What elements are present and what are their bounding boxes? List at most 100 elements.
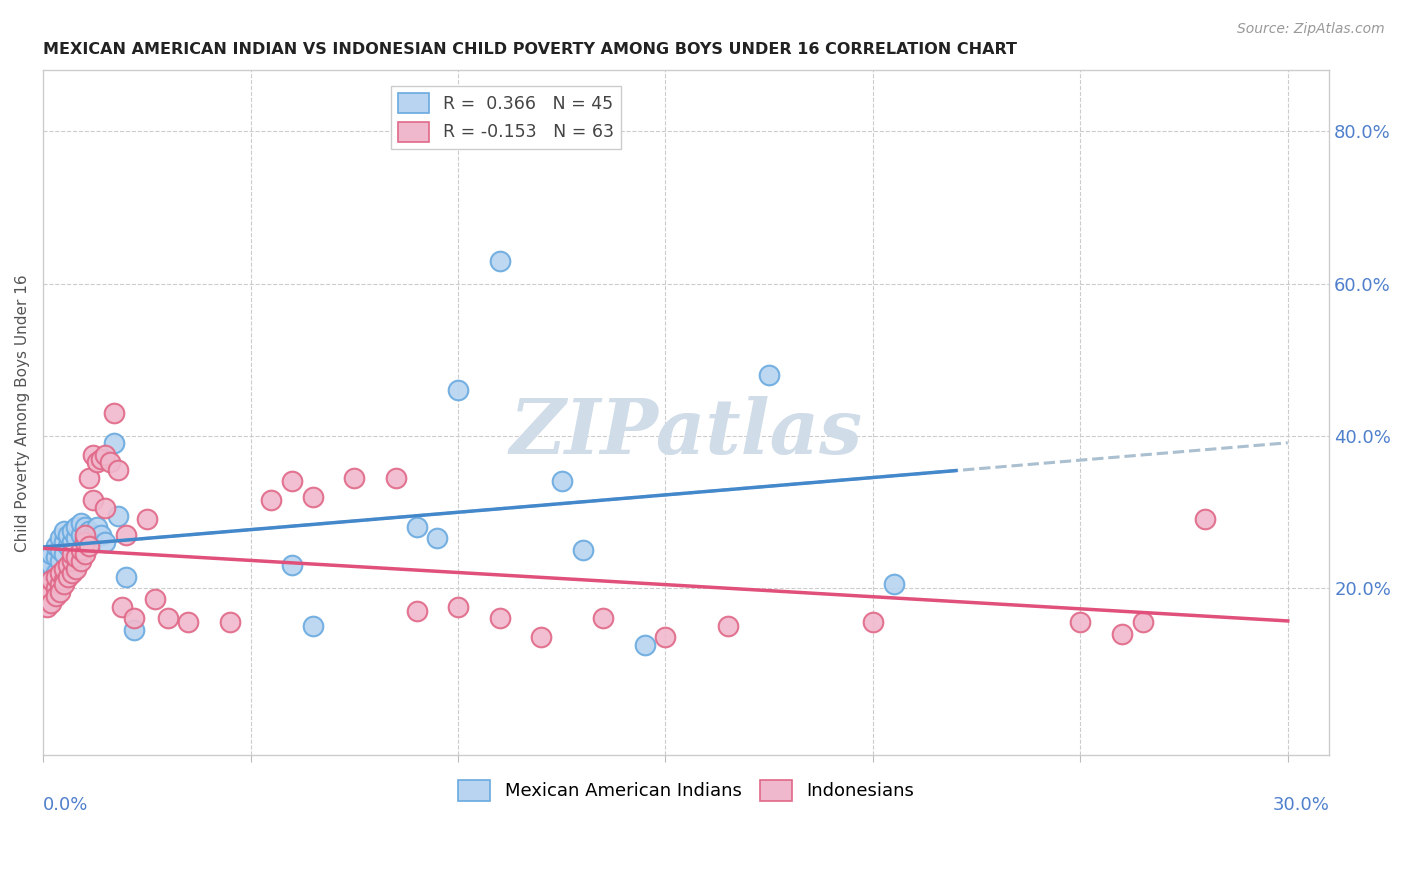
Point [56, 569, 79, 583]
Point [45, 550, 67, 565]
Point [45, 581, 67, 595]
Point [115, 569, 138, 583]
Point [143, 592, 166, 607]
Point [1069, 615, 1091, 630]
Point [73, 532, 96, 546]
Point [65, 550, 87, 565]
Point [302, 619, 325, 633]
Point [52, 535, 75, 549]
Point [37, 581, 59, 595]
Point [1132, 615, 1154, 630]
Point [41, 558, 63, 573]
Point [124, 623, 146, 637]
Point [124, 611, 146, 625]
Point [115, 527, 138, 541]
Legend: Mexican American Indians, Indonesians: Mexican American Indians, Indonesians [451, 772, 922, 808]
Point [52, 574, 75, 588]
Text: MEXICAN AMERICAN INDIAN VS INDONESIAN CHILD POVERTY AMONG BOYS UNDER 16 CORRELAT: MEXICAN AMERICAN INDIAN VS INDONESIAN CH… [44, 42, 1017, 57]
Point [41, 574, 63, 588]
Point [571, 542, 593, 557]
Point [488, 253, 510, 268]
Y-axis label: Child Poverty Among Boys Under 16: Child Poverty Among Boys Under 16 [15, 274, 30, 551]
Point [41, 569, 63, 583]
Point [52, 562, 75, 576]
Text: 30.0%: 30.0% [1272, 797, 1329, 814]
Point [343, 470, 366, 484]
Point [56, 539, 79, 553]
Point [111, 599, 134, 614]
Point [103, 406, 125, 420]
Point [52, 547, 75, 561]
Point [77, 470, 100, 484]
Point [77, 539, 100, 553]
Point [49, 542, 72, 557]
Point [90, 451, 112, 466]
Point [73, 535, 96, 549]
Point [156, 611, 179, 625]
Point [592, 611, 614, 625]
Point [1111, 626, 1133, 640]
Point [405, 520, 427, 534]
Point [77, 524, 100, 538]
Point [135, 512, 157, 526]
Point [49, 554, 72, 568]
Point [41, 584, 63, 599]
Point [426, 532, 449, 546]
Point [69, 542, 91, 557]
Text: 0.0%: 0.0% [44, 797, 89, 814]
Point [37, 599, 59, 614]
Point [883, 577, 905, 591]
Point [488, 611, 510, 625]
Point [65, 520, 87, 534]
Point [717, 619, 740, 633]
Point [73, 527, 96, 541]
Point [56, 527, 79, 541]
Point [69, 527, 91, 541]
Point [60, 524, 83, 538]
Point [69, 516, 91, 531]
Point [86, 455, 108, 469]
Point [82, 527, 104, 541]
Point [107, 508, 129, 523]
Point [86, 520, 108, 534]
Point [60, 547, 83, 561]
Point [385, 470, 408, 484]
Point [41, 596, 63, 610]
Point [219, 615, 242, 630]
Point [60, 554, 83, 568]
Point [98, 455, 121, 469]
Point [530, 631, 553, 645]
Point [37, 569, 59, 583]
Point [82, 448, 104, 462]
Point [281, 475, 304, 489]
Point [60, 535, 83, 549]
Point [60, 566, 83, 580]
Point [52, 524, 75, 538]
Point [45, 566, 67, 580]
Point [551, 475, 574, 489]
Point [103, 436, 125, 450]
Point [260, 493, 283, 508]
Text: ZIPatlas: ZIPatlas [509, 396, 863, 470]
Point [49, 566, 72, 580]
Point [49, 584, 72, 599]
Point [45, 569, 67, 583]
Point [281, 558, 304, 573]
Point [758, 368, 780, 382]
Point [37, 592, 59, 607]
Point [94, 448, 117, 462]
Point [405, 604, 427, 618]
Point [37, 550, 59, 565]
Point [37, 562, 59, 576]
Point [45, 539, 67, 553]
Point [1194, 512, 1216, 526]
Point [94, 535, 117, 549]
Text: Source: ZipAtlas.com: Source: ZipAtlas.com [1237, 22, 1385, 37]
Point [65, 532, 87, 546]
Point [45, 589, 67, 603]
Point [107, 463, 129, 477]
Point [654, 631, 676, 645]
Point [69, 554, 91, 568]
Point [52, 577, 75, 591]
Point [56, 558, 79, 573]
